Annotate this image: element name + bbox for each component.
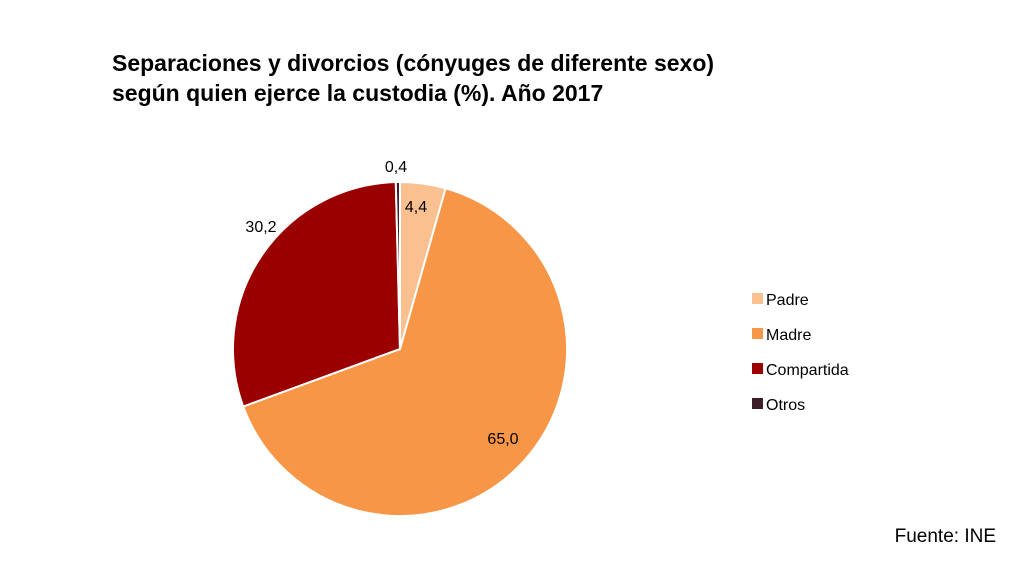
chart-title: Separaciones y divorcios (cónyuges de di… <box>112 48 932 108</box>
data-label-compartida: 30,2 <box>245 219 276 236</box>
data-label-otros: 0,4 <box>385 159 407 176</box>
chart-title-line-1: Separaciones y divorcios (cónyuges de di… <box>112 50 715 76</box>
legend-label-madre: Madre <box>766 327 811 344</box>
legend-swatch-otros <box>752 398 763 409</box>
source-note: Fuente: INE <box>894 526 996 547</box>
chart-title-line-2: según quien ejerce la custodia (%). Año … <box>112 80 604 106</box>
legend-label-padre: Padre <box>766 292 809 309</box>
legend-label-otros: Otros <box>766 397 805 414</box>
data-label-padre: 4,4 <box>405 199 427 216</box>
data-label-madre: 65,0 <box>487 431 518 448</box>
legend-swatch-compartida <box>752 363 763 374</box>
legend-swatch-padre <box>752 293 763 304</box>
legend-swatch-madre <box>752 328 763 339</box>
pie-slice-otros <box>394 180 401 350</box>
pie-slice-compartida <box>232 181 402 408</box>
pie-slice-madre <box>241 187 568 517</box>
legend-label-compartida: Compartida <box>766 362 849 379</box>
